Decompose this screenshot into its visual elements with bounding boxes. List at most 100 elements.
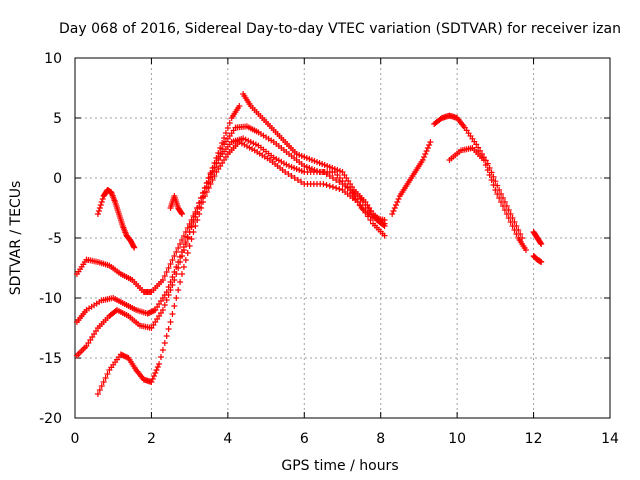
data-point xyxy=(178,210,185,216)
data-point xyxy=(282,169,289,175)
data-point xyxy=(98,383,105,389)
data-point xyxy=(326,183,333,189)
data-point xyxy=(179,211,185,217)
data-point xyxy=(163,297,170,303)
data-point xyxy=(161,302,168,308)
data-point xyxy=(156,361,163,367)
data-point xyxy=(488,177,495,183)
data-point xyxy=(159,347,166,353)
data-point xyxy=(94,211,101,217)
data-point xyxy=(323,182,330,188)
y-tick-label: -5 xyxy=(48,231,62,247)
series-s5 xyxy=(94,187,138,251)
data-point xyxy=(359,206,366,213)
data-point xyxy=(426,142,433,148)
data-point xyxy=(203,189,210,195)
data-point xyxy=(180,247,187,253)
data-point xyxy=(490,173,497,180)
data-point xyxy=(380,222,387,228)
data-point xyxy=(159,307,166,313)
data-point xyxy=(473,141,480,148)
data-point xyxy=(513,231,520,237)
grid-lines xyxy=(75,58,610,418)
data-point xyxy=(130,243,137,250)
data-point xyxy=(538,241,545,247)
data-point xyxy=(288,173,295,179)
data-point xyxy=(538,259,545,265)
data-point xyxy=(333,177,340,183)
x-tick-label: 2 xyxy=(147,431,156,447)
data-point xyxy=(196,200,203,206)
data-point xyxy=(320,169,327,175)
data-point xyxy=(184,235,191,241)
data-point xyxy=(501,207,508,213)
data-point xyxy=(490,182,497,188)
data-point xyxy=(175,265,182,271)
data-point xyxy=(503,211,510,217)
data-point xyxy=(175,245,182,251)
data-point xyxy=(421,154,428,160)
data-point xyxy=(186,243,193,249)
data-point xyxy=(209,167,216,174)
data-point xyxy=(329,184,336,190)
data-point xyxy=(177,259,184,265)
data-point xyxy=(213,160,220,167)
data-point xyxy=(522,247,529,253)
data-point xyxy=(188,236,195,242)
y-tick-label: -20 xyxy=(39,411,62,427)
x-tick-label: 4 xyxy=(223,431,232,447)
x-tick-label: 14 xyxy=(601,431,619,447)
data-point xyxy=(211,164,218,171)
data-point xyxy=(389,211,396,217)
data-point xyxy=(211,173,218,179)
x-tick-label: 12 xyxy=(525,431,543,447)
data-point xyxy=(427,139,434,145)
data-point xyxy=(150,373,157,379)
data-point xyxy=(507,219,514,225)
data-point xyxy=(362,209,369,216)
data-point xyxy=(285,171,292,177)
data-point xyxy=(159,277,166,283)
data-point xyxy=(486,172,493,178)
data-point xyxy=(395,196,402,202)
data-point xyxy=(381,232,388,239)
data-point xyxy=(394,199,401,205)
data-point xyxy=(207,181,214,187)
data-point xyxy=(221,135,228,141)
data-point xyxy=(222,130,229,136)
data-point xyxy=(511,227,518,233)
data-point xyxy=(329,175,336,181)
data-point xyxy=(480,157,487,163)
data-point xyxy=(494,191,501,197)
data-point xyxy=(291,175,298,181)
data-point xyxy=(419,157,426,163)
data-points xyxy=(73,91,545,397)
data-point xyxy=(104,371,111,377)
data-point xyxy=(198,205,205,211)
data-point xyxy=(173,271,180,277)
data-point xyxy=(148,379,155,385)
data-point xyxy=(203,180,210,186)
data-point xyxy=(496,195,503,201)
data-point xyxy=(169,282,176,288)
data-point xyxy=(167,287,174,293)
data-point xyxy=(165,265,172,271)
data-point xyxy=(205,185,212,191)
data-point xyxy=(154,364,161,370)
data-point xyxy=(390,208,397,214)
data-point xyxy=(171,277,178,283)
data-point xyxy=(102,375,109,381)
data-point xyxy=(196,211,203,217)
data-point xyxy=(205,175,212,181)
data-point xyxy=(179,253,185,259)
y-tick-label: -10 xyxy=(39,291,62,307)
data-point xyxy=(173,249,180,255)
data-point xyxy=(153,367,160,373)
x-tick-label: 0 xyxy=(71,431,80,447)
data-point xyxy=(163,269,170,275)
data-point xyxy=(224,125,231,131)
data-point xyxy=(180,264,187,270)
chart-title: Day 068 of 2016, Sidereal Day-to-day VTE… xyxy=(59,21,621,37)
data-point xyxy=(475,144,482,151)
